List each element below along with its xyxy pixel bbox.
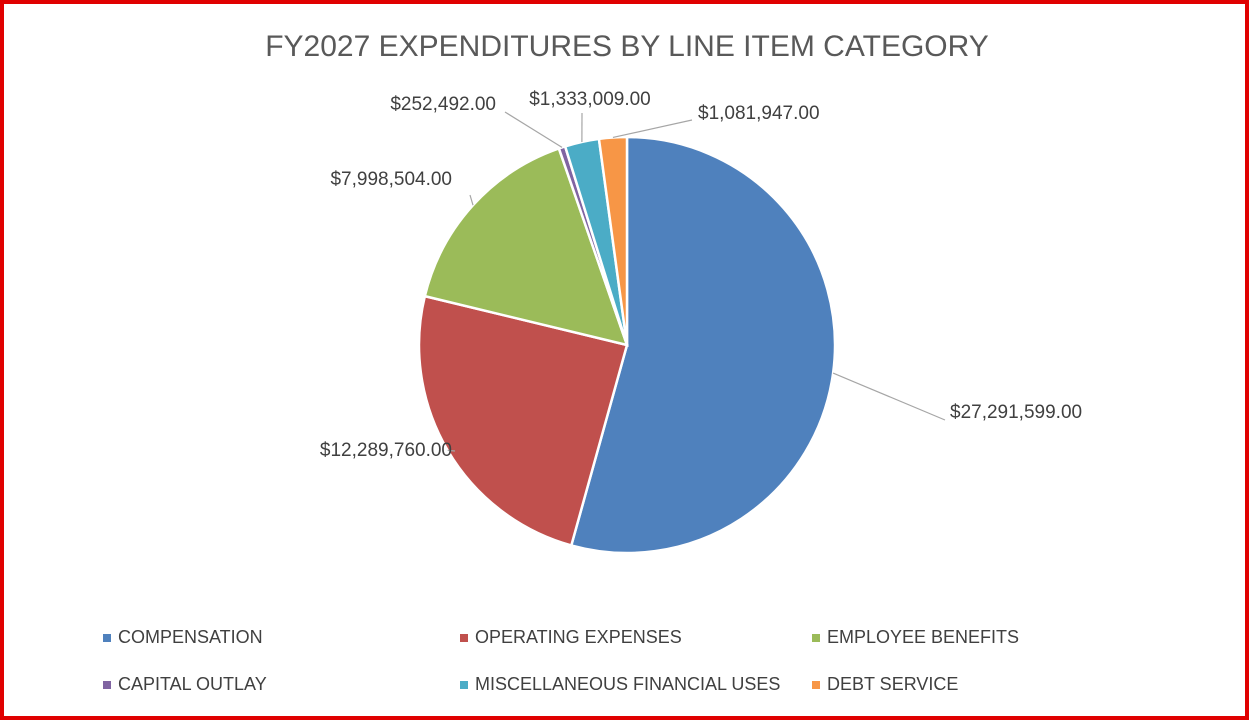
legend-label: MISCELLANEOUS FINANCIAL USES [475, 674, 780, 694]
data-label: $7,998,504.00 [330, 169, 452, 190]
legend-label: COMPENSATION [118, 627, 263, 647]
chart-title: FY2027 EXPENDITURES BY LINE ITEM CATEGOR… [265, 30, 989, 63]
pie-slice [423, 146, 629, 347]
legend-swatch [103, 634, 111, 642]
legend-label: EMPLOYEE BENEFITS [827, 627, 1019, 647]
pie-slice [569, 135, 837, 555]
leader-line [447, 449, 456, 452]
leader-line [832, 372, 946, 421]
legend-swatch [812, 681, 820, 689]
leader-line [504, 111, 563, 148]
legend-label: CAPITAL OUTLAY [118, 674, 267, 694]
leader-line [612, 119, 693, 139]
data-label: $1,333,009.00 [529, 89, 651, 110]
legend-label: OPERATING EXPENSES [475, 627, 682, 647]
legend-swatch [812, 634, 820, 642]
data-label: $27,291,599.00 [950, 402, 1082, 423]
legend-label: DEBT SERVICE [827, 674, 958, 694]
legend-swatch [103, 681, 111, 689]
legend-swatch [460, 634, 468, 642]
data-label: $1,081,947.00 [698, 103, 820, 124]
legend-swatch [460, 681, 468, 689]
data-label: $252,492.00 [390, 94, 496, 115]
data-label: $12,289,760.00 [320, 440, 452, 461]
leader-line [469, 194, 474, 206]
